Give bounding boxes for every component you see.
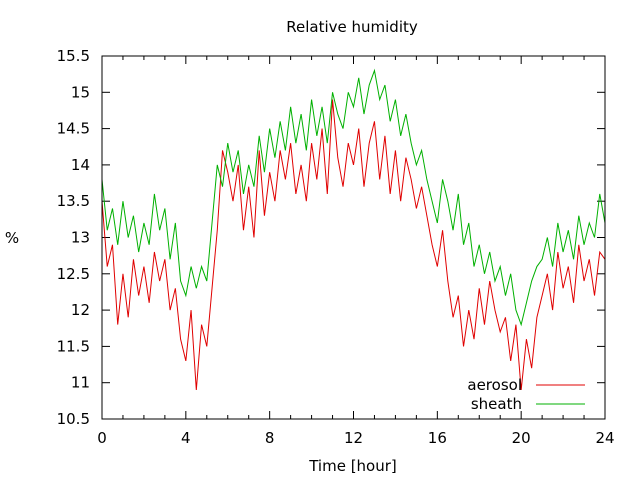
y-tick-label: 10.5 (57, 410, 90, 428)
y-tick-label: 13 (71, 229, 90, 247)
x-tick-label: 0 (97, 429, 107, 447)
y-tick-label: 12 (71, 301, 90, 319)
x-tick-label: 20 (512, 429, 531, 447)
y-tick-label: 14 (71, 156, 90, 174)
plot-area-border (101, 55, 606, 420)
y-tick-label: 12.5 (57, 265, 90, 283)
x-tick-label: 8 (265, 429, 275, 447)
y-axis-label: % (5, 229, 19, 247)
y-tick-label: 15.5 (57, 47, 90, 65)
series-line-aerosol (101, 99, 606, 391)
y-tick-label: 11 (71, 374, 90, 392)
x-tick-label: 16 (428, 429, 447, 447)
x-axis-label: Time [hour] (308, 457, 397, 475)
axis-ticks: 10.5 11 11.5 12 12.5 13 13.5 14 14.5 15 15.5 0 4 8 12 1… (57, 47, 615, 447)
series-layer (101, 68, 606, 391)
y-tick-label: 14.5 (57, 120, 90, 138)
x-tick-label: 12 (344, 429, 363, 447)
y-tick-label: 11.5 (57, 337, 90, 355)
x-tick-label: 4 (181, 429, 191, 447)
legend-label-sheath: sheath (471, 395, 522, 413)
chart-title: Relative humidity (286, 18, 418, 36)
legend-label-aerosol: aerosol (467, 376, 522, 394)
series-line-sheath (101, 68, 606, 327)
y-tick-label: 13.5 (57, 192, 90, 210)
x-tick-label: 24 (595, 429, 614, 447)
y-tick-label: 15 (71, 83, 90, 101)
